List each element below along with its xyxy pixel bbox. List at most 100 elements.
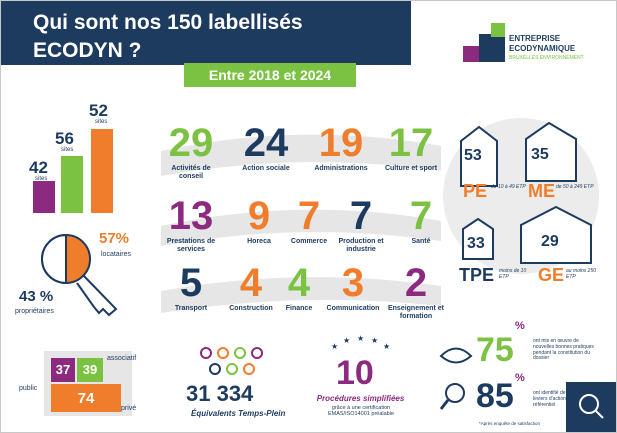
house-ge <box>520 205 592 264</box>
size-code: PE <box>463 181 488 201</box>
sites-label: sites <box>61 147 74 153</box>
logo-3: BRUXELLES ENVIRONNEMENT <box>509 55 584 61</box>
header-band <box>1 1 411 65</box>
sector-label: Production et industrie <box>338 238 384 254</box>
magnifier-icon <box>445 383 465 403</box>
tenants-label: locataires <box>101 251 131 258</box>
house-pe <box>460 125 498 187</box>
sector-number: 24 <box>243 121 289 165</box>
logo-1: ENTREPRISE <box>509 34 561 43</box>
procedures-value: 10 <box>336 354 374 392</box>
sector-label: Commerce <box>290 238 328 245</box>
swoosh <box>161 277 441 313</box>
decor-part: ★ <box>343 336 350 345</box>
assoc-value: 39 <box>82 362 98 377</box>
size-number: 53 <box>464 147 482 164</box>
sector-label: Finance <box>285 305 313 312</box>
logo-2: ECODYNAMIQUE <box>509 44 576 53</box>
sat-2-unit: % <box>515 372 525 384</box>
sector-label: Activités de conseil <box>171 165 211 181</box>
owners-value: 43 % <box>19 288 54 305</box>
sector-number: 17 <box>388 121 434 165</box>
sector-label: Action sociale <box>242 165 290 172</box>
logo-block <box>479 34 491 62</box>
sites-label: sites <box>95 119 108 125</box>
decor-part <box>209 363 221 375</box>
decor-part <box>243 363 255 375</box>
size-range: moins de 10 ETP <box>499 268 527 280</box>
sector-label: Transport <box>174 305 208 312</box>
sector-label: Prestations de services <box>166 238 216 254</box>
sites-value: 52 <box>89 101 108 120</box>
tenants-value: 57% <box>99 230 130 247</box>
decor-part <box>234 347 246 359</box>
title-2: ECODYN ? <box>33 39 142 62</box>
sector-number: 5 <box>179 261 203 305</box>
status-public <box>51 358 75 382</box>
public-value: 37 <box>55 362 71 377</box>
swoosh <box>161 209 441 246</box>
logo-block <box>491 23 505 37</box>
decor-part: ★ <box>383 342 390 351</box>
decor-part <box>217 347 229 359</box>
sat-1-value: 75 <box>476 331 514 369</box>
decor-part <box>251 347 263 359</box>
tulip-icon <box>439 347 473 364</box>
sector-number: 7 <box>349 194 373 238</box>
decor-part: ★ <box>331 342 338 351</box>
key-ring <box>41 234 91 284</box>
house-me <box>525 121 577 182</box>
procedures-label: Procédures simplifiées <box>316 394 405 403</box>
swoosh <box>161 134 441 176</box>
owners-label: propriétaires <box>15 308 54 315</box>
status-private <box>51 384 121 412</box>
sector-label: Horeca <box>247 238 271 245</box>
private-value: 74 <box>77 390 95 407</box>
size-code: GE <box>538 265 565 285</box>
period: Entre 2018 et 2024 <box>208 67 332 83</box>
sector-label: Culture et sport <box>384 165 438 172</box>
sector-label: Santé <box>411 238 431 245</box>
sector-label: Enseignement et formation <box>387 305 444 321</box>
sector-number: 19 <box>318 121 364 165</box>
key-blade <box>76 274 118 317</box>
size-code: ME <box>528 181 555 201</box>
procedures-note: grâce à une certification EMAS/ISO14001 … <box>327 405 395 418</box>
fte-value: 31 334 <box>186 381 254 406</box>
sector-label: Communication <box>326 305 380 312</box>
key-half <box>41 233 67 285</box>
assoc-label: associatif <box>107 355 137 362</box>
sector-number: 3 <box>341 261 365 305</box>
size-range: au moins 250 ETP <box>566 268 597 280</box>
sector-number: 7 <box>409 194 433 238</box>
size-number: 35 <box>531 146 549 163</box>
size-range: de 10 à 49 ETP <box>491 184 526 190</box>
sector-number: 7 <box>297 194 321 238</box>
decor-part: ★ <box>371 336 378 345</box>
sites-label: sites <box>35 176 48 182</box>
sat-2-text: ont identifié de nouveaux leviers d'acti… <box>533 390 589 408</box>
site-bar <box>91 129 113 213</box>
title-1: Qui sont nos 150 labellisés <box>33 11 303 34</box>
decor-part: ★ <box>357 334 364 343</box>
sat-1-text: ont mis en œuvre de nouvelles bonnes pra… <box>533 338 594 362</box>
house-tpe <box>462 217 494 260</box>
decor-part <box>579 394 599 414</box>
size-code: TPE <box>459 265 495 285</box>
logo-block <box>491 37 505 62</box>
search-button[interactable] <box>566 382 616 432</box>
period-pill <box>184 63 356 87</box>
footnote: *Après enquête de satisfaction <box>479 421 541 426</box>
sector-number: 29 <box>168 121 214 165</box>
eu-stars: ★ ★ ★ ★ ★ <box>331 334 390 351</box>
sector-label: Construction <box>229 305 273 312</box>
site-bar <box>61 156 83 213</box>
fte-label: Équivalents Temps-Plein <box>191 409 286 418</box>
sites-value: 56 <box>55 129 74 148</box>
site-bar <box>33 181 55 213</box>
size-number: 33 <box>467 235 485 252</box>
sector-number: 4 <box>287 261 311 305</box>
sat-2-value: 85 <box>476 377 514 415</box>
